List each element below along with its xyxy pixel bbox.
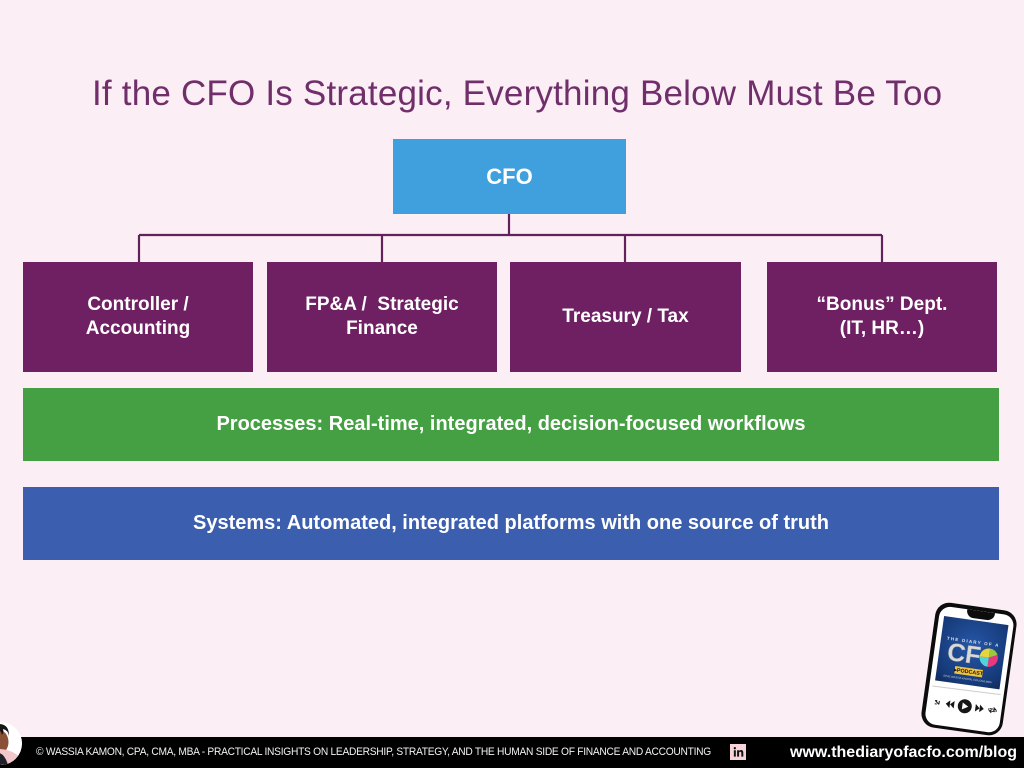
svg-text:CF: CF [945, 637, 982, 669]
